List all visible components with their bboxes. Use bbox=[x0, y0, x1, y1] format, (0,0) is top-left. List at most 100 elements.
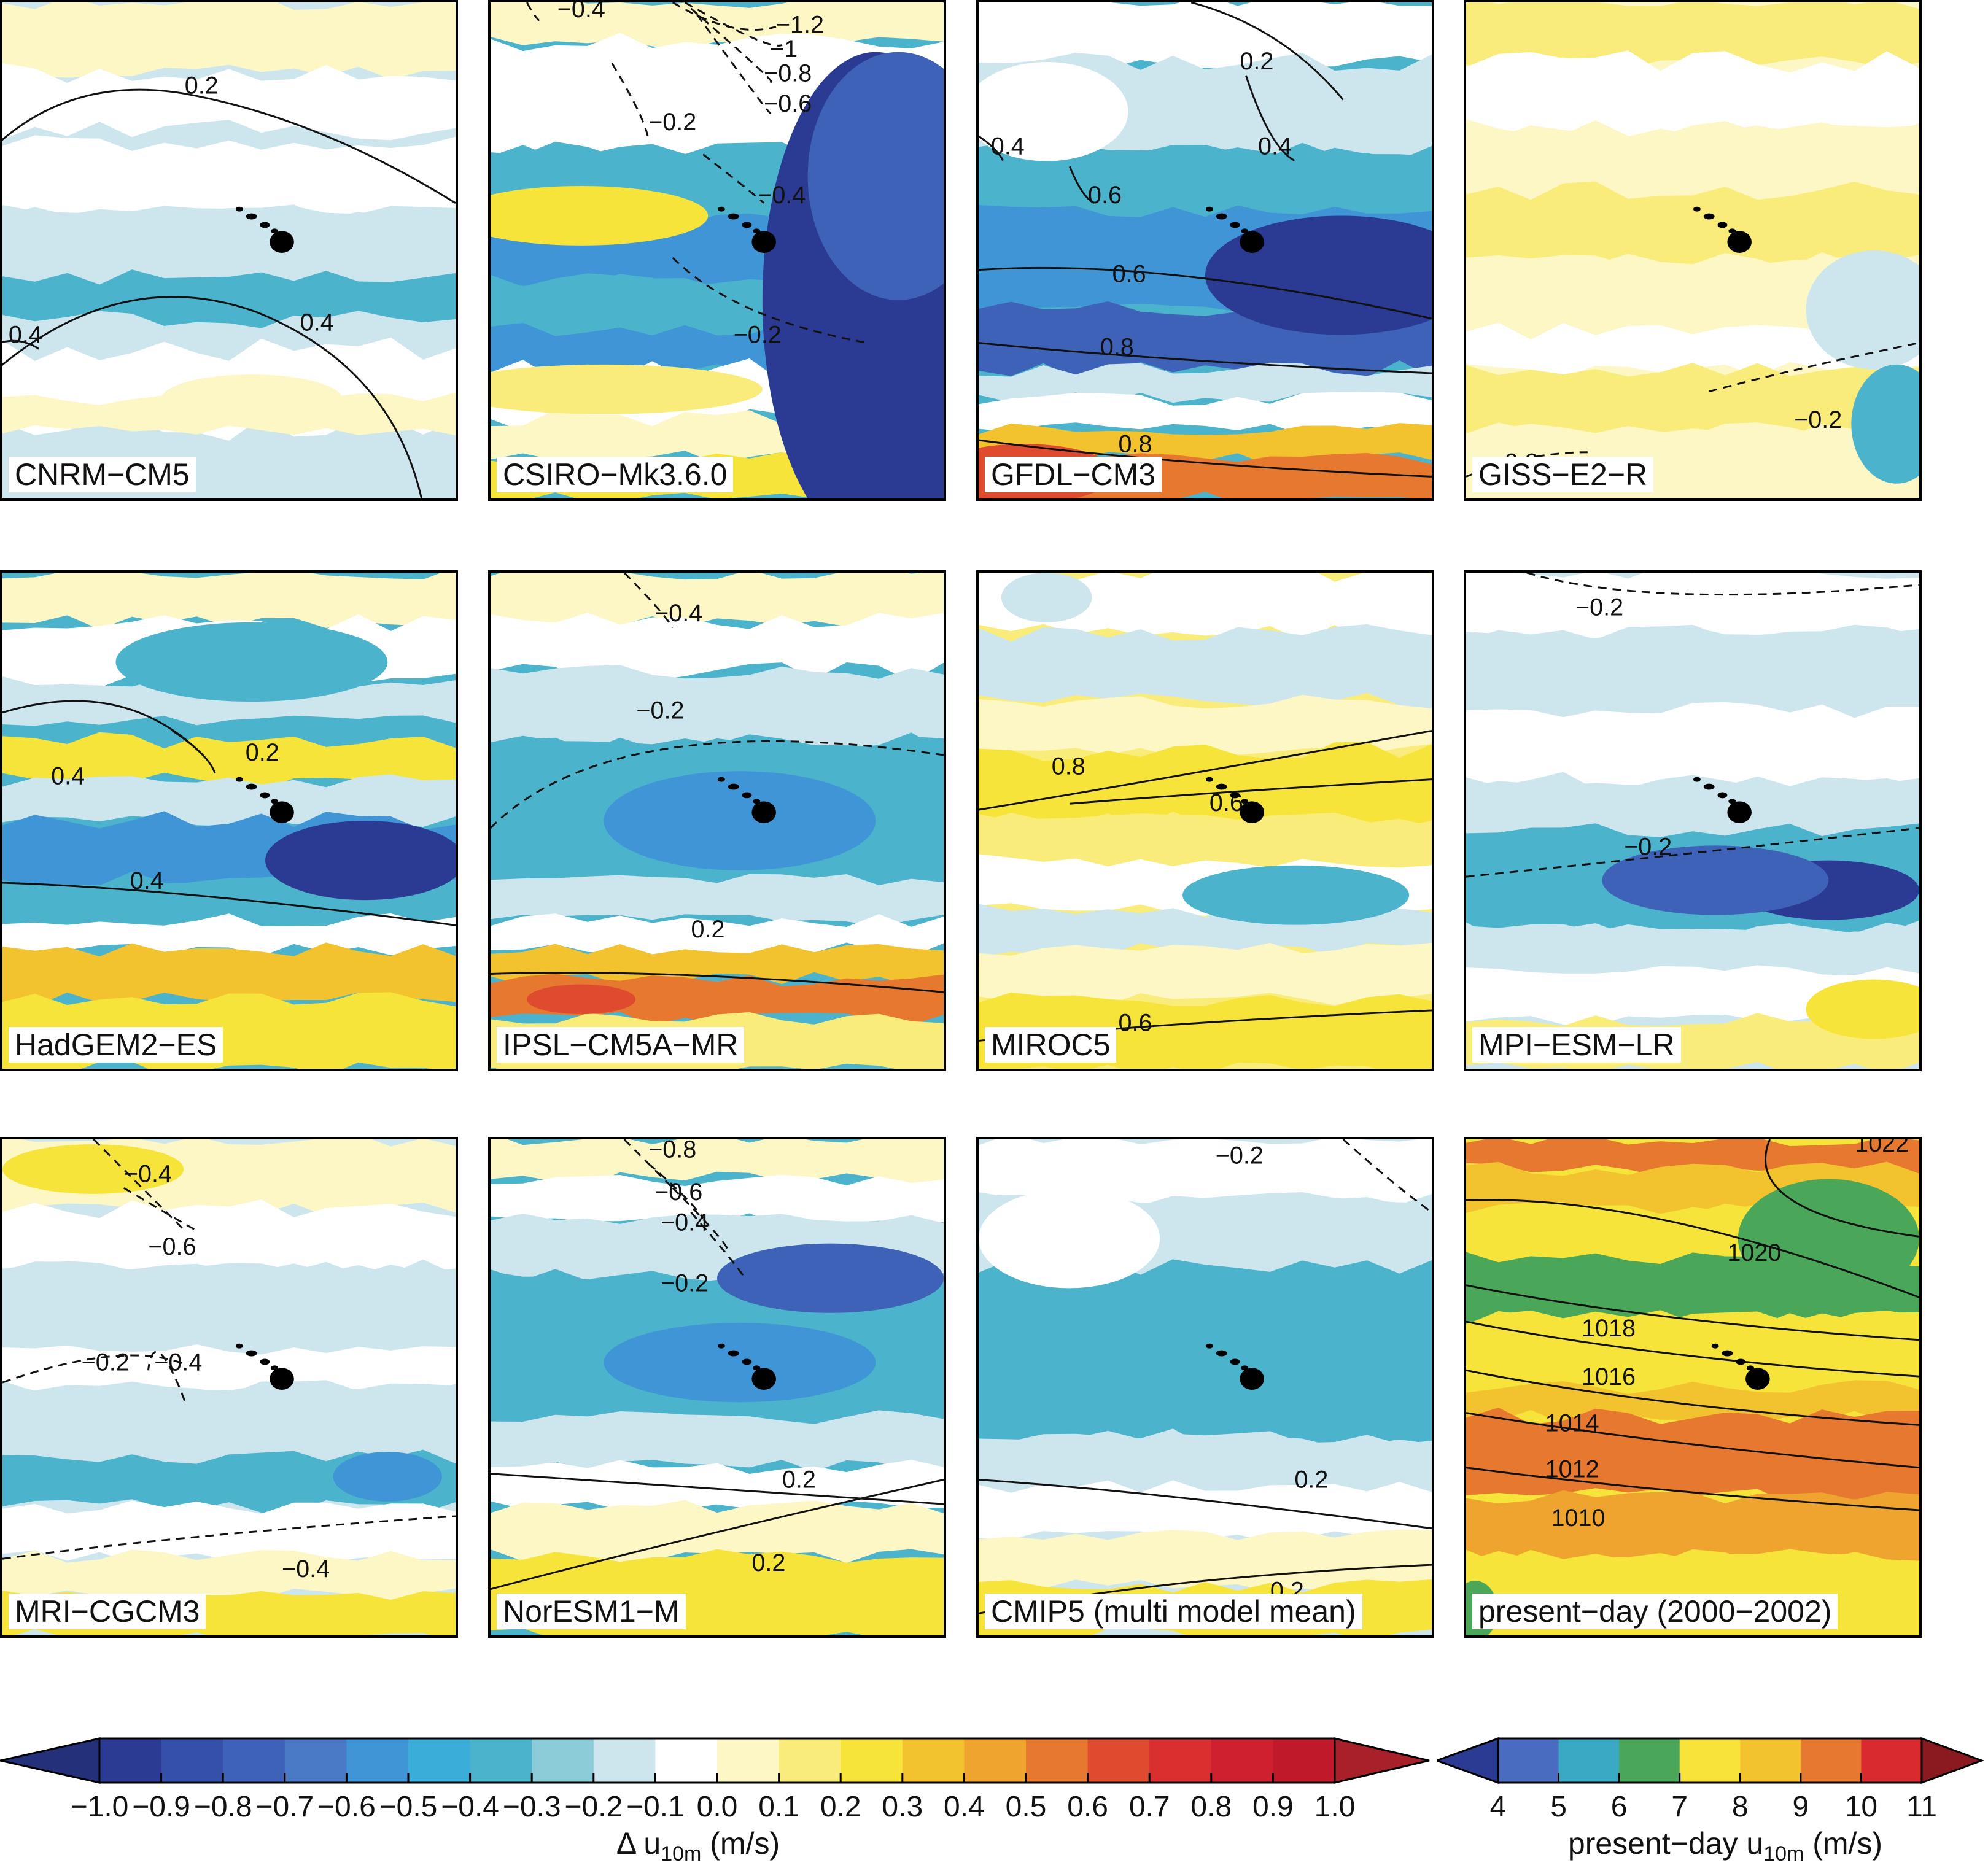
contour-label: 0.2 bbox=[691, 916, 724, 943]
contour-label: 0.2 bbox=[751, 1549, 785, 1576]
contour-line bbox=[1466, 1412, 1919, 1469]
contour-line bbox=[2, 1515, 456, 1560]
field-blob bbox=[979, 1188, 1160, 1289]
contour-label: −0.4 bbox=[654, 600, 702, 627]
colorbar-swatch bbox=[964, 1738, 1027, 1783]
island-shape bbox=[1240, 801, 1264, 823]
island-shape bbox=[751, 1368, 776, 1390]
contour-label: 1010 bbox=[1551, 1505, 1605, 1532]
map-panel: −0.2 0.2 0.2 CMIP5 (multi model mean) bbox=[976, 1137, 1434, 1638]
field-band bbox=[491, 874, 944, 927]
wind-field-map: −0.2−0.2 bbox=[1466, 2, 1919, 498]
field-band bbox=[1466, 1407, 1919, 1504]
field-blob bbox=[604, 1322, 876, 1403]
island-shape bbox=[1216, 1350, 1227, 1357]
island-shape bbox=[728, 783, 739, 790]
field-band bbox=[1466, 255, 1919, 327]
colorbar-tick-label: 5 bbox=[1550, 1791, 1567, 1823]
wind-field-map: −0.8 −0.6 −0.4 −0.2 0.2 0.2 bbox=[491, 1139, 944, 1635]
field-blob bbox=[1738, 1179, 1919, 1298]
contour-label: −0.2 bbox=[1575, 594, 1623, 621]
contour-label: −0.4 bbox=[758, 182, 806, 209]
field-band bbox=[1466, 124, 1919, 188]
contour-line bbox=[2, 1354, 185, 1384]
colorbar-tick-label: 10 bbox=[1844, 1791, 1878, 1823]
contour-label: 1022 bbox=[1855, 1139, 1909, 1157]
contour-line bbox=[2, 339, 40, 350]
field-band bbox=[2, 913, 456, 957]
colorbar-swatch bbox=[841, 1738, 903, 1783]
colorbar-tick-label: 0.8 bbox=[1190, 1791, 1232, 1823]
island-shape bbox=[1205, 1343, 1213, 1349]
colorbar-tick-label: −1.0 bbox=[70, 1791, 129, 1823]
field-band bbox=[979, 624, 1432, 711]
panel-label: MIROC5 bbox=[985, 1027, 1117, 1063]
colorbar-tick-label: 0.7 bbox=[1128, 1791, 1170, 1823]
colorbar-swatch bbox=[1619, 1738, 1680, 1783]
island-shape bbox=[246, 1350, 257, 1357]
field-blob bbox=[1806, 979, 1919, 1039]
contour-line bbox=[1466, 1284, 1919, 1341]
contour-label: −0.2 bbox=[636, 697, 684, 724]
wind-field-map: 0.80.60.6 bbox=[979, 573, 1432, 1069]
colorbar-tick-label: 0.4 bbox=[944, 1791, 985, 1823]
map-panel: −0.4 −1.2 −1 −0.8 −0.6 −0.2 −0.4 −0.2 CSIRO−Mk3.… bbox=[488, 0, 946, 501]
field-band bbox=[1466, 1490, 1919, 1564]
colorbar-swatch bbox=[655, 1738, 718, 1783]
field-blob bbox=[2, 12, 130, 62]
contour-line bbox=[1244, 75, 1295, 161]
field-band bbox=[979, 144, 1432, 218]
contour-label: 0.4 bbox=[9, 321, 42, 348]
field-band bbox=[2, 1344, 456, 1394]
field-band bbox=[2, 1549, 456, 1602]
panel-label: MPI−ESM−LR bbox=[1472, 1027, 1681, 1063]
contour-label: 0.2 bbox=[1294, 1466, 1328, 1493]
field-band bbox=[2, 1500, 456, 1563]
colorbar-swatch bbox=[1861, 1738, 1922, 1783]
contour-label: 0.4 bbox=[51, 763, 85, 790]
wind-field-map: 0.2 0.4 0.4 bbox=[2, 2, 456, 498]
contour-line bbox=[123, 1187, 198, 1231]
field-band bbox=[2, 1261, 456, 1355]
contour-label: −0.4 bbox=[124, 1160, 172, 1187]
island-shape bbox=[1703, 783, 1715, 790]
contour-line bbox=[690, 7, 772, 83]
field-blob bbox=[161, 374, 343, 424]
contour-line bbox=[623, 573, 674, 628]
contour-label: −0.2 bbox=[1794, 406, 1842, 433]
field-blob bbox=[1602, 845, 1829, 915]
map-panel: 0.2 0.4 0.4 0.6 0.6 0.8 0.8 GFDL−CM3 bbox=[976, 0, 1434, 501]
panel-label: CNRM−CM5 bbox=[9, 457, 196, 492]
island-shape bbox=[1205, 206, 1213, 212]
contour-label: −0.8 bbox=[764, 60, 812, 87]
island-shape bbox=[728, 213, 739, 220]
island-shape bbox=[235, 206, 243, 212]
contour-line bbox=[623, 1139, 674, 1189]
wind-field-map: −0.4 −0.2 0.2 bbox=[491, 573, 944, 1069]
contour-line bbox=[1466, 827, 1919, 878]
contour-line bbox=[672, 257, 868, 344]
field-band bbox=[979, 573, 1432, 641]
contour-label: −0.2 bbox=[648, 109, 696, 136]
island-shape bbox=[1736, 1358, 1746, 1365]
island-shape bbox=[751, 801, 776, 823]
field-band bbox=[2, 942, 456, 1007]
contour-line bbox=[1466, 1320, 1919, 1378]
colorbar-swatch bbox=[779, 1738, 841, 1783]
colorbar-high-arrow bbox=[1920, 1737, 1985, 1785]
contour-label: 0.6 bbox=[1112, 260, 1146, 287]
contour-line bbox=[1069, 166, 1095, 204]
contour-line bbox=[648, 1163, 704, 1219]
colorbar-swatch bbox=[902, 1738, 965, 1783]
colorbar-swatch bbox=[1800, 1738, 1862, 1783]
field-band bbox=[491, 913, 944, 957]
island-shape bbox=[1727, 231, 1752, 253]
island-shape bbox=[260, 792, 270, 799]
field-blob bbox=[491, 185, 709, 246]
contour-line bbox=[93, 1139, 185, 1231]
field-band bbox=[491, 1174, 944, 1227]
contour-label: 1016 bbox=[1582, 1363, 1636, 1390]
map-panel: −0.4 −0.6 −0.2 −0.4 −0.4 MRI−CGCM3 bbox=[0, 1137, 458, 1638]
field-band bbox=[979, 1529, 1432, 1593]
island-shape bbox=[1240, 231, 1264, 253]
